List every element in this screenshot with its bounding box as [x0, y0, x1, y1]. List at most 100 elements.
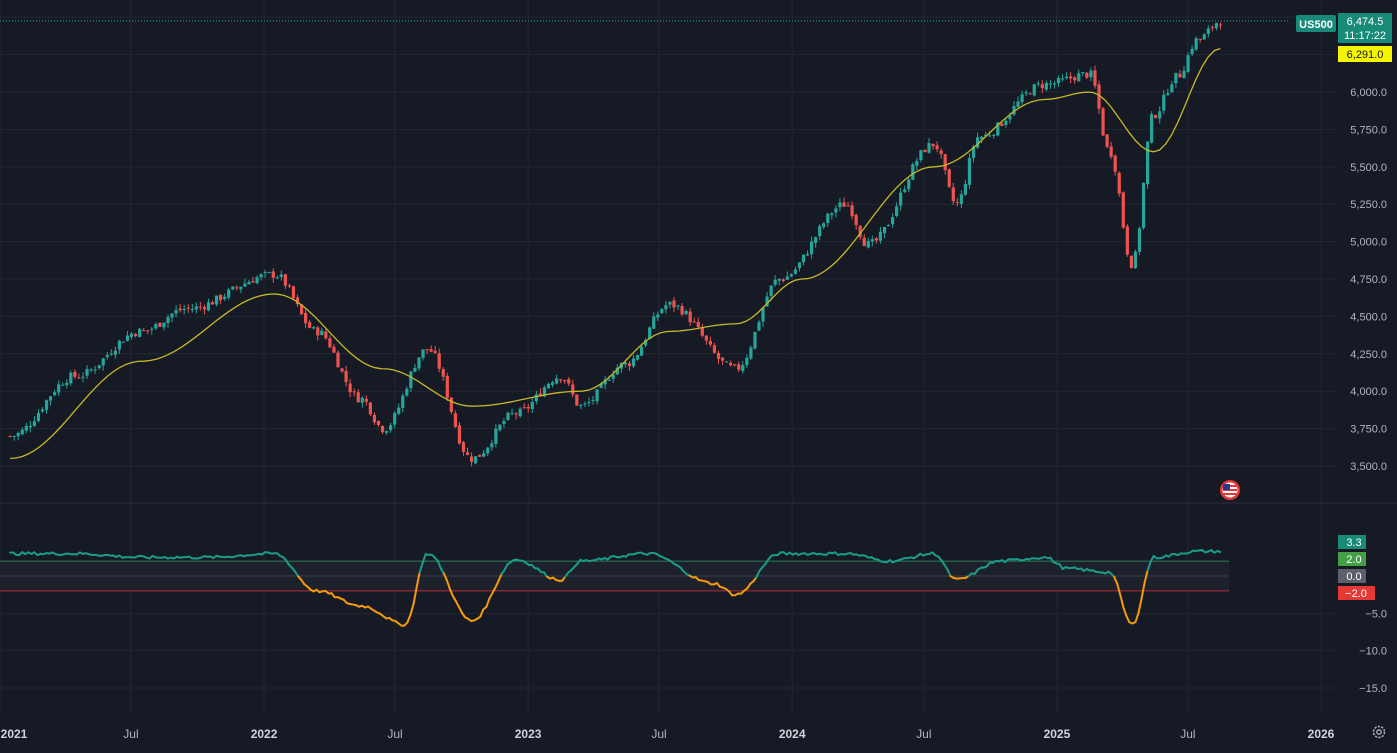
- price-candle: [33, 416, 36, 427]
- price-candle: [365, 395, 368, 405]
- price-candle: [458, 422, 461, 445]
- price-candle: [332, 344, 335, 353]
- price-candle: [636, 354, 639, 360]
- time-axis-label: 2025: [1044, 727, 1071, 741]
- price-candle: [470, 453, 473, 467]
- price-candle: [1146, 141, 1149, 188]
- price-candle: [187, 304, 190, 313]
- price-candle: [369, 402, 372, 416]
- price-candle: [1150, 111, 1153, 143]
- price-candle: [527, 404, 530, 413]
- price-candle: [174, 305, 177, 317]
- price-candle: [575, 394, 578, 406]
- price-candle: [73, 369, 76, 379]
- time-axis-label: Jul: [1180, 727, 1195, 741]
- price-axis[interactable]: 6,000.05,750.05,500.05,250.05,000.04,750…: [1350, 87, 1387, 473]
- price-candle: [417, 357, 420, 370]
- price-candle: [85, 365, 88, 379]
- price-candle: [672, 297, 675, 312]
- price-candle: [867, 238, 870, 249]
- price-candle: [1142, 182, 1145, 229]
- price-candle: [466, 448, 469, 456]
- price-candle: [482, 450, 485, 457]
- price-candle: [1215, 23, 1218, 31]
- price-candle: [1178, 70, 1181, 78]
- price-candle: [701, 324, 704, 338]
- price-axis-label: 4,500.0: [1350, 311, 1387, 323]
- price-candle: [729, 361, 732, 367]
- time-axis-label: Jul: [651, 727, 666, 741]
- price-candle: [652, 312, 655, 329]
- price-candle: [547, 383, 550, 389]
- price-candle: [462, 441, 465, 456]
- price-candle: [863, 234, 866, 246]
- price-candle: [1081, 72, 1084, 76]
- price-candle: [126, 331, 129, 341]
- price-candle: [591, 396, 594, 405]
- price-candle: [255, 275, 258, 284]
- price-candle: [1130, 255, 1133, 268]
- gear-icon[interactable]: [1371, 724, 1387, 740]
- price-candle: [940, 148, 943, 159]
- price-candle: [794, 267, 797, 275]
- price-candle: [778, 278, 781, 285]
- price-candle: [421, 349, 424, 360]
- price-candle: [474, 456, 477, 464]
- price-candle: [425, 349, 428, 354]
- price-candle: [741, 361, 744, 373]
- price-candle: [713, 343, 716, 354]
- us-flag-icon[interactable]: [1220, 480, 1240, 500]
- price-candle: [288, 284, 291, 289]
- price-candle: [304, 309, 307, 328]
- price-candle: [98, 365, 101, 370]
- osc-axis-label: −5.0: [1365, 608, 1387, 620]
- price-candle: [1174, 73, 1177, 88]
- price-candle: [523, 403, 526, 408]
- price-candle: [551, 381, 554, 388]
- price-candle: [693, 318, 696, 323]
- price-candle: [842, 197, 845, 207]
- price-candle: [134, 333, 137, 338]
- osc-value: 3.3: [1346, 537, 1361, 549]
- ma-value: 6,291.0: [1347, 49, 1384, 61]
- price-axis-label: 5,500.0: [1350, 162, 1387, 174]
- price-candle: [17, 432, 20, 441]
- osc-axis-label: −15.0: [1359, 683, 1387, 695]
- price-candle: [948, 169, 951, 188]
- price-candle: [838, 198, 841, 211]
- price-candle: [1077, 70, 1080, 82]
- price-candle: [806, 250, 809, 256]
- price-candle: [1085, 72, 1088, 79]
- price-candle: [1162, 90, 1165, 114]
- ma-line: [10, 49, 1220, 459]
- price-candle: [434, 346, 437, 354]
- price-candle: [1061, 74, 1064, 81]
- price-candle: [976, 133, 979, 149]
- price-candle: [931, 144, 934, 150]
- price-candle: [162, 322, 165, 330]
- price-candle: [316, 326, 319, 341]
- price-candle: [1203, 33, 1206, 40]
- price-candle: [753, 332, 756, 350]
- time-axis-label: 2023: [515, 727, 542, 741]
- price-candle: [745, 354, 748, 368]
- price-candle: [284, 274, 287, 290]
- price-candle: [65, 379, 68, 388]
- price-candle: [393, 411, 396, 428]
- price-candle: [519, 407, 522, 418]
- price-axis-label: 5,750.0: [1350, 124, 1387, 136]
- price-candle: [409, 371, 412, 392]
- price-candle: [555, 375, 558, 385]
- price-candle: [1219, 22, 1222, 29]
- price-candle: [664, 301, 667, 313]
- price-candle: [709, 337, 712, 347]
- price-candle: [891, 213, 894, 228]
- price-axis-label: 5,000.0: [1350, 237, 1387, 249]
- price-candle: [1138, 227, 1141, 255]
- oscillator-axis[interactable]: −5.0−10.0−15.0: [1359, 608, 1387, 695]
- price-candle: [871, 236, 874, 247]
- price-candle: [927, 138, 930, 154]
